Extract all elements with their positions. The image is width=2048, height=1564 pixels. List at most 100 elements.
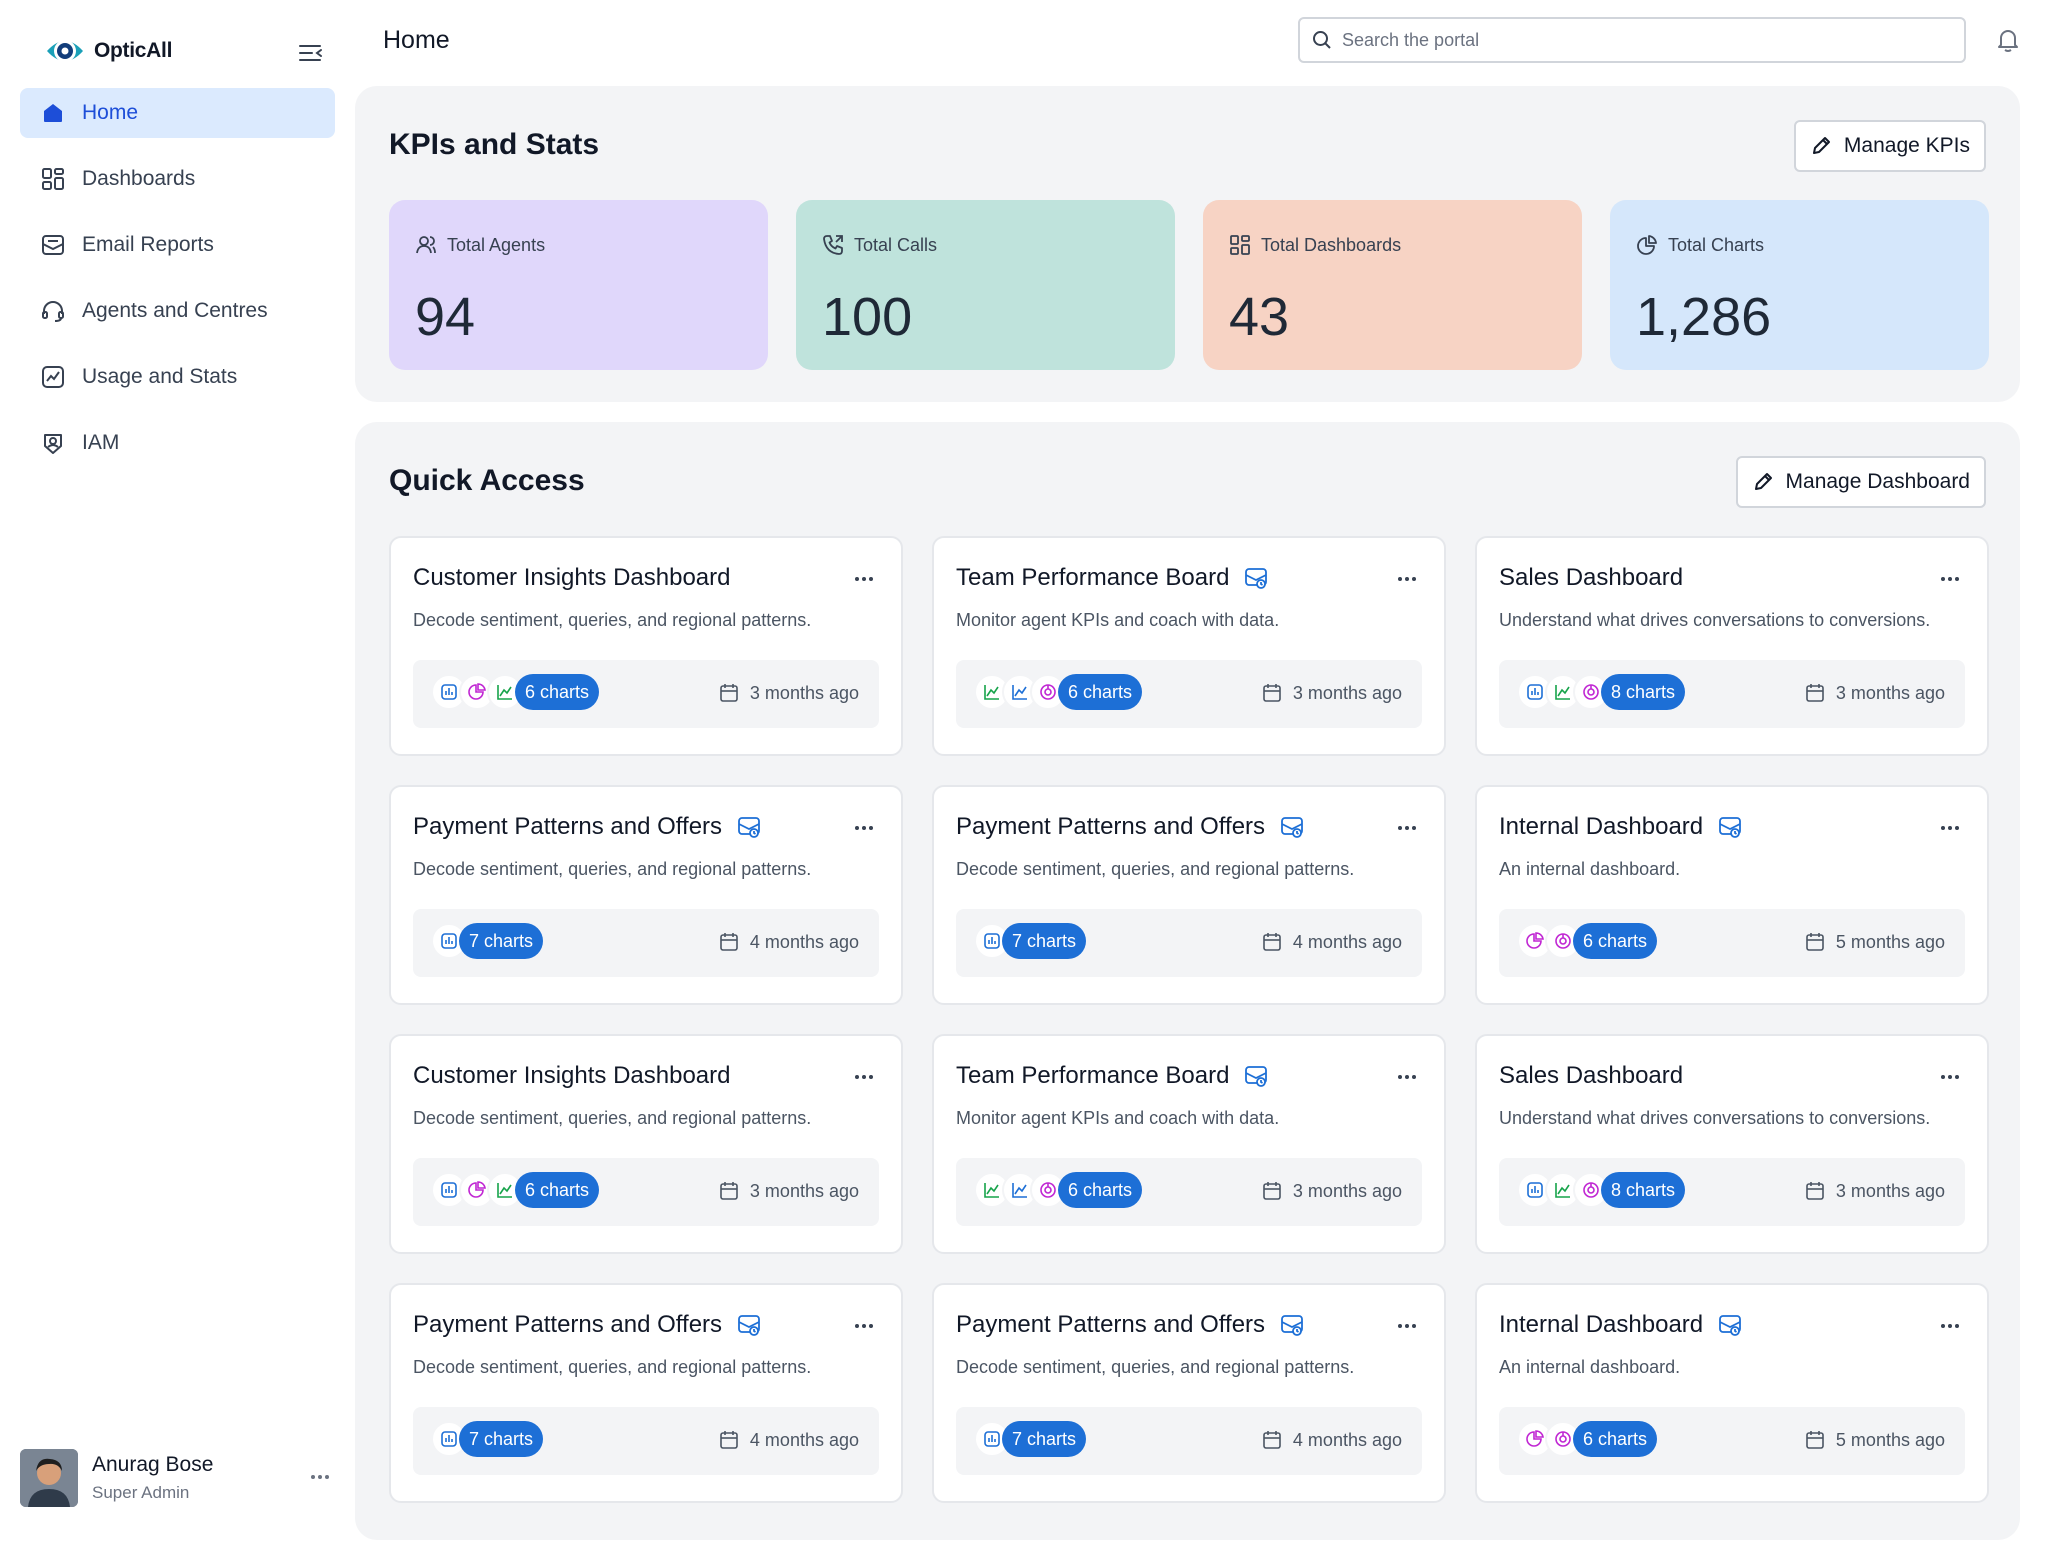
collapse-sidebar-button[interactable]	[296, 38, 326, 68]
sidebar-item-email-reports[interactable]: Email Reports	[20, 220, 335, 270]
card-more-button[interactable]	[1392, 564, 1422, 594]
more-horizontal-icon	[1941, 826, 1959, 830]
sidebar-item-dashboards[interactable]: Dashboards	[20, 154, 335, 204]
headset-icon	[42, 301, 64, 322]
dashboard-card-footer: 7 charts 4 months ago	[956, 909, 1422, 977]
chart-chips: 7 charts	[974, 923, 1087, 959]
search-input[interactable]	[1342, 29, 1942, 51]
more-horizontal-icon	[855, 1075, 873, 1079]
dashboard-card-title: Customer Insights Dashboard	[413, 1062, 731, 1089]
charts-count-badge: 7 charts	[1002, 1421, 1087, 1457]
dashboard-card-description: Understand what drives conversations to …	[1499, 610, 1931, 630]
line-chart-icon	[1555, 1183, 1570, 1198]
dashboard-card-title: Payment Patterns and Offers	[413, 813, 723, 840]
chart-chips: 6 charts	[431, 674, 600, 710]
sidebar-item-home[interactable]: Home	[20, 88, 335, 138]
dashboard-card[interactable]: Customer Insights Dashboard Decode sentim…	[389, 536, 903, 756]
dashboard-card[interactable]: Team Performance Board Monitor agent KPIs…	[932, 536, 1446, 756]
dashboard-card-footer: 8 charts 3 months ago	[1499, 660, 1965, 728]
bar-chart-icon	[441, 1182, 457, 1198]
updated-time: 4 months ago	[749, 931, 859, 952]
dashboard-card[interactable]: Payment Patterns and Offers Decode sentim…	[389, 785, 903, 1005]
updated-time: 3 months ago	[749, 682, 859, 703]
calendar-icon	[1806, 684, 1824, 702]
dashboard-card-date: 4 months ago	[1261, 931, 1402, 953]
dashboard-card-title: Team Performance Board	[956, 1062, 1230, 1089]
dashboard-card-footer: 7 charts 4 months ago	[413, 1407, 879, 1475]
card-more-button[interactable]	[849, 1062, 879, 1092]
grid-icon	[1230, 235, 1250, 255]
dashboard-card-date: 3 months ago	[1804, 682, 1945, 704]
pie-chart-icon	[468, 1181, 486, 1198]
sidebar-item-agents-and-centres[interactable]: Agents and Centres	[20, 286, 335, 336]
kpi-card-total-dashboards[interactable]: Total Dashboards 43	[1203, 200, 1582, 370]
updated-time: 3 months ago	[1835, 1180, 1945, 1201]
card-more-button[interactable]	[1392, 1062, 1422, 1092]
home-icon	[44, 104, 62, 122]
pie-chart-icon	[1637, 235, 1657, 255]
dashboard-card-description: An internal dashboard.	[1499, 1357, 1681, 1377]
dashboard-card[interactable]: Sales Dashboard Understand what drives co…	[1475, 1034, 1989, 1254]
charts-count-badge: 8 charts	[1601, 674, 1686, 710]
kpi-value: 94	[415, 287, 476, 347]
dashboard-card[interactable]: Internal Dashboard An internal dashboard.…	[1475, 1283, 1989, 1503]
kpi-card-total-agents[interactable]: Total Agents 94	[389, 200, 768, 370]
kpi-value: 43	[1229, 287, 1290, 347]
dashboard-card[interactable]: Internal Dashboard An internal dashboard.…	[1475, 785, 1989, 1005]
dashboard-card-footer: 7 charts 4 months ago	[413, 909, 879, 977]
user-menu-button[interactable]	[305, 1462, 335, 1492]
sidebar-item-iam[interactable]: IAM	[20, 418, 335, 468]
updated-time: 5 months ago	[1835, 931, 1945, 952]
kpi-card-total-calls[interactable]: Total Calls 100	[796, 200, 1175, 370]
charts-count-badge: 6 charts	[515, 1172, 600, 1208]
card-more-button[interactable]	[1392, 1311, 1422, 1341]
chart-chips: 6 charts	[974, 1172, 1143, 1208]
manage-kpis-button[interactable]: Manage KPIs	[1793, 120, 1986, 172]
avatar	[20, 1449, 78, 1507]
email-report-icon	[1719, 817, 1742, 838]
kpi-label: Total Charts	[1668, 234, 1765, 255]
donut-chart-icon	[1583, 1182, 1599, 1198]
user-profile[interactable]: Anurag Bose Super Admin	[20, 1448, 335, 1508]
manage-dashboard-button[interactable]: Manage Dashboard	[1735, 456, 1986, 508]
card-more-button[interactable]	[849, 813, 879, 843]
quick-access-panel: Quick Access Manage Dashboard Customer I…	[355, 422, 2020, 1540]
dashboard-card[interactable]: Sales Dashboard Understand what drives co…	[1475, 536, 1989, 756]
notifications-bell-icon[interactable]	[1994, 26, 2022, 54]
card-more-button[interactable]	[849, 564, 879, 594]
dashboard-card[interactable]: Customer Insights Dashboard Decode sentim…	[389, 1034, 903, 1254]
dashboard-card[interactable]: Payment Patterns and Offers Decode sentim…	[389, 1283, 903, 1503]
card-more-button[interactable]	[1935, 564, 1965, 594]
sidebar-item-label: Dashboards	[82, 167, 196, 190]
dashboard-card-footer: 6 charts 3 months ago	[413, 660, 879, 728]
chart-chips: 6 charts	[1517, 1421, 1658, 1457]
dashboard-card-title: Internal Dashboard	[1499, 813, 1704, 840]
bar-chart-icon	[1527, 1182, 1543, 1198]
dashboard-card-title: Payment Patterns and Offers	[956, 1311, 1266, 1338]
dashboard-card-title: Sales Dashboard	[1499, 1062, 1684, 1089]
kpi-card-total-charts[interactable]: Total Charts 1,286	[1610, 200, 1989, 370]
card-more-button[interactable]	[1935, 1062, 1965, 1092]
email-report-icon	[1245, 568, 1268, 589]
dashboard-card[interactable]: Payment Patterns and Offers Decode sentim…	[932, 1283, 1446, 1503]
card-more-button[interactable]	[849, 1311, 879, 1341]
search-box[interactable]	[1298, 17, 1966, 63]
email-report-icon	[1281, 817, 1303, 838]
dashboard-card-date: 3 months ago	[1804, 1180, 1945, 1202]
calendar-icon	[1806, 1431, 1824, 1449]
card-more-button[interactable]	[1935, 1311, 1965, 1341]
app-logo[interactable]: OpticAll	[44, 30, 172, 72]
dashboard-card-date: 4 months ago	[718, 931, 859, 953]
dashboard-card[interactable]: Team Performance Board Monitor agent KPIs…	[932, 1034, 1446, 1254]
sidebar-item-usage-and-stats[interactable]: Usage and Stats	[20, 352, 335, 402]
more-horizontal-icon	[855, 826, 873, 830]
chart-type-chip	[1030, 674, 1066, 710]
chart-chips: 6 charts	[1517, 923, 1658, 959]
card-more-button[interactable]	[1935, 813, 1965, 843]
dashboard-card[interactable]: Payment Patterns and Offers Decode sentim…	[932, 785, 1446, 1005]
dashboard-card-title: Customer Insights Dashboard	[413, 564, 731, 591]
kpi-cards: Total Agents 94 Total Calls 100 Total Da…	[389, 200, 1989, 370]
card-more-button[interactable]	[1392, 813, 1422, 843]
email-report-icon	[738, 817, 760, 838]
charts-count-badge: 7 charts	[459, 923, 544, 959]
